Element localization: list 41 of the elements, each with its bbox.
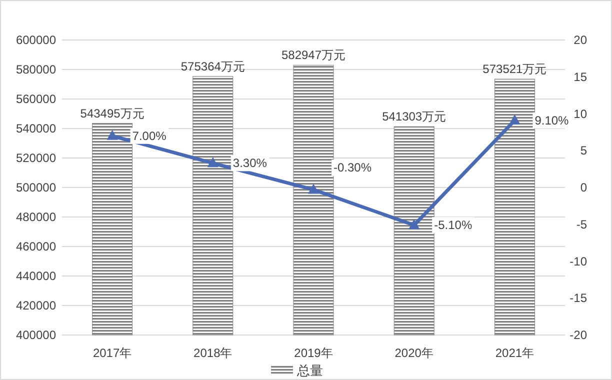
x-tick-label: 2018年 xyxy=(194,346,232,360)
data-label: 582947万元 xyxy=(281,48,346,62)
y-tick-label: 560000 xyxy=(16,92,56,106)
y2-tick-label: 0 xyxy=(580,180,588,194)
y2-tick-label: -5 xyxy=(576,217,588,232)
y2-tick-label: -10 xyxy=(570,254,588,268)
point xyxy=(207,157,218,168)
y2-tick-label: 5 xyxy=(580,144,588,158)
x-tick-label: 2019年 xyxy=(294,346,333,360)
point xyxy=(106,130,118,140)
data-label: -0.30% xyxy=(334,160,372,175)
data-label: 541303万元 xyxy=(382,110,446,124)
y2-tick-label: 20 xyxy=(574,33,588,47)
y-tick-label: 480000 xyxy=(16,210,56,224)
y2-tick-label: 15 xyxy=(574,70,588,84)
data-label: 9.10% xyxy=(534,113,570,128)
point xyxy=(308,184,319,194)
y-tick-label: 540000 xyxy=(16,122,56,136)
y-tick-label: 460000 xyxy=(16,240,56,254)
y2-tick-label: -20 xyxy=(570,328,588,342)
x-tick-label: 2021年 xyxy=(495,346,534,360)
y-tick-label: 500000 xyxy=(16,180,56,194)
y-tick-label: 580000 xyxy=(16,62,56,76)
data-label: 543495万元 xyxy=(80,106,144,120)
point xyxy=(509,114,520,124)
x-tick-label: 2020年 xyxy=(394,346,434,360)
y2-tick-label: 10 xyxy=(574,106,588,121)
y-tick-label: 520000 xyxy=(16,151,56,165)
y-tick-label: 420000 xyxy=(16,298,56,312)
data-label: 7.00% xyxy=(132,128,167,143)
y-tick-label: 440000 xyxy=(16,269,56,283)
data-label: 3.30% xyxy=(232,156,268,170)
legend-label: 总量 xyxy=(296,363,323,378)
y-tick-label: 400000 xyxy=(16,328,56,342)
y-tick-label: 600000 xyxy=(16,33,56,47)
data-label: 573521万元 xyxy=(482,62,547,76)
x-tick-label: 2017年 xyxy=(92,346,132,360)
y2-tick-label: -15 xyxy=(570,291,588,306)
data-label: -5.10% xyxy=(434,218,472,232)
data-label: 575364万元 xyxy=(180,59,245,74)
point xyxy=(408,219,420,230)
